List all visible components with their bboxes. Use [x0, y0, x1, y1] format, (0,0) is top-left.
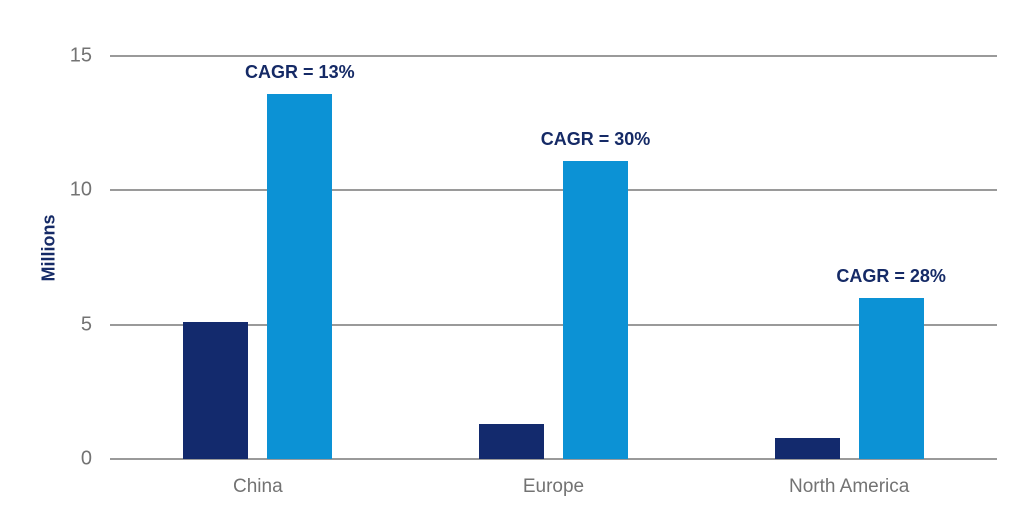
gridline-0 [110, 458, 997, 460]
y-tick-label-10: 10 [69, 178, 92, 201]
bar-light-blue-north-america [858, 297, 924, 459]
gridline-15 [110, 55, 997, 57]
bar-dark-navy-europe [479, 424, 544, 459]
x-axis-label-europe: Europe [522, 476, 585, 497]
y-tick-label-0: 0 [80, 447, 92, 470]
cagr-label-europe: CAGR = 30% [540, 128, 651, 149]
gridline-5 [110, 323, 997, 326]
y-tick-label-15: 15 [69, 44, 92, 67]
bar-light-blue-europe [563, 160, 628, 459]
cagr-label-north-america: CAGR = 28% [836, 265, 946, 286]
bar-dark-navy-china [183, 321, 249, 459]
y-tick-label-5: 5 [80, 313, 92, 336]
bar-light-blue-china [267, 93, 333, 459]
gridline-10 [110, 189, 997, 192]
cagr-label-china: CAGR = 13% [245, 61, 355, 82]
y-axis-title: Millions [38, 214, 59, 282]
plot-area: 0 5 10 15 CAGR = 13% China CAGR = 30% Europe CAG… [70, 45, 997, 497]
x-axis-label-north-america: North America [788, 476, 910, 497]
bar-dark-navy-north-america [774, 437, 840, 459]
x-axis-label-china: China [233, 476, 283, 497]
